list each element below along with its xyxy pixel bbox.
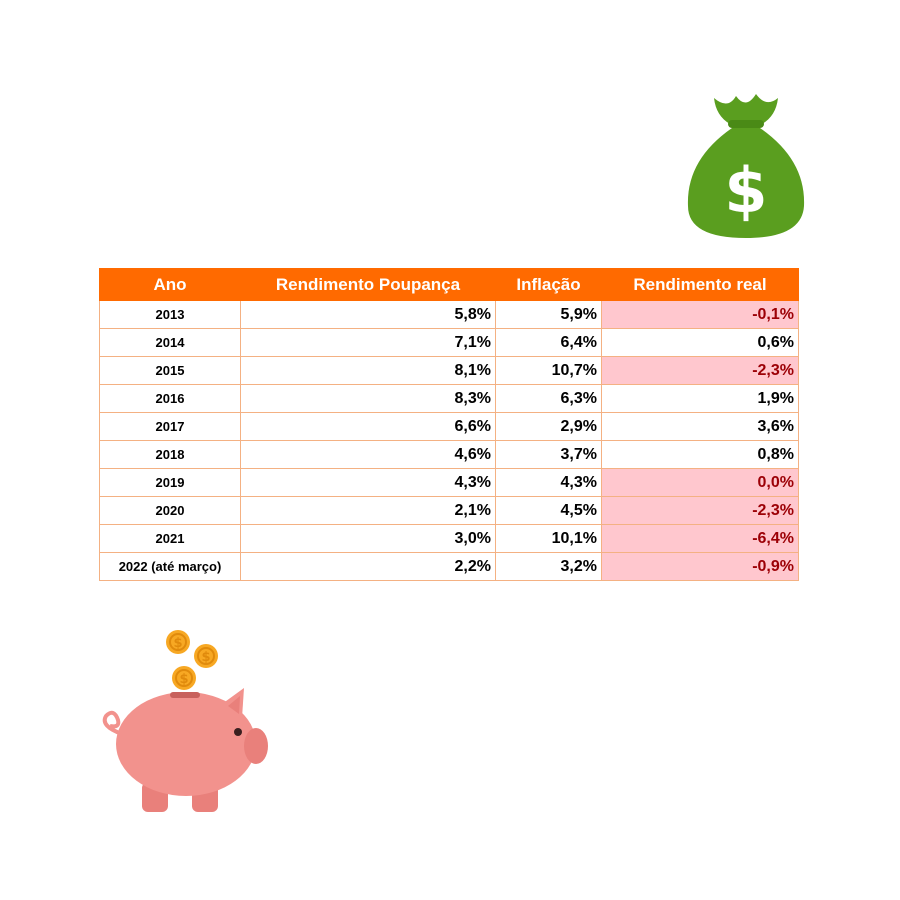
cell-inflacao: 6,4% [495, 328, 602, 357]
cell-inflacao: 6,3% [495, 384, 602, 413]
cell-inflacao: 10,7% [495, 356, 602, 385]
cell-rendimento-poupanca: 7,1% [240, 328, 496, 357]
cell-rendimento-poupanca: 4,3% [240, 468, 496, 497]
table-row: 2021 3,0% 10,1% -6,4% [99, 524, 799, 553]
table-row: 2016 8,3% 6,3% 1,9% [99, 384, 799, 413]
header-ano: Ano [99, 268, 241, 301]
table-row: 2022 (até março) 2,2% 3,2% -0,9% [99, 552, 799, 581]
cell-ano: 2015 [99, 356, 241, 385]
cell-rendimento-poupanca: 3,0% [240, 524, 496, 553]
money-bag-icon: $ [687, 94, 805, 238]
cell-rendimento-poupanca: 6,6% [240, 412, 496, 441]
cell-inflacao: 4,5% [495, 496, 602, 525]
header-inflacao: Inflação [495, 268, 602, 301]
table-row: 2017 6,6% 2,9% 3,6% [99, 412, 799, 441]
table-row: 2014 7,1% 6,4% 0,6% [99, 328, 799, 357]
cell-ano: 2019 [99, 468, 241, 497]
cell-ano: 2018 [99, 440, 241, 469]
cell-rendimento-real: 0,8% [601, 440, 799, 469]
cell-ano: 2022 (até março) [99, 552, 241, 581]
svg-text:$: $ [173, 636, 182, 651]
coin-icon: $ [194, 644, 218, 668]
cell-inflacao: 3,2% [495, 552, 602, 581]
cell-inflacao: 3,7% [495, 440, 602, 469]
cell-ano: 2013 [99, 300, 241, 329]
cell-ano: 2016 [99, 384, 241, 413]
cell-inflacao: 10,1% [495, 524, 602, 553]
cell-rendimento-real: 3,6% [601, 412, 799, 441]
cell-ano: 2017 [99, 412, 241, 441]
cell-rendimento-poupanca: 8,3% [240, 384, 496, 413]
cell-rendimento-poupanca: 5,8% [240, 300, 496, 329]
table-row: 2019 4,3% 4,3% 0,0% [99, 468, 799, 497]
cell-rendimento-real: -6,4% [601, 524, 799, 553]
table-body: 2013 5,8% 5,9% -0,1% 2014 7,1% 6,4% 0,6% 2015 8,1… [99, 300, 799, 581]
cell-rendimento-real: 1,9% [601, 384, 799, 413]
table-header-row: Ano Rendimento Poupança Inflação Rendime… [99, 268, 799, 301]
table-row: 2020 2,1% 4,5% -2,3% [99, 496, 799, 525]
cell-inflacao: 2,9% [495, 412, 602, 441]
cell-inflacao: 5,9% [495, 300, 602, 329]
coin-icon: $ [172, 666, 196, 690]
table-row: 2015 8,1% 10,7% -2,3% [99, 356, 799, 385]
yield-table: Ano Rendimento Poupança Inflação Rendime… [99, 268, 799, 581]
svg-text:$: $ [724, 154, 767, 227]
cell-rendimento-poupanca: 8,1% [240, 356, 496, 385]
cell-rendimento-real: -2,3% [601, 356, 799, 385]
cell-rendimento-poupanca: 2,2% [240, 552, 496, 581]
header-rendimento-poupanca: Rendimento Poupança [240, 268, 496, 301]
cell-rendimento-real: 0,6% [601, 328, 799, 357]
cell-rendimento-real: 0,0% [601, 468, 799, 497]
cell-rendimento-poupanca: 4,6% [240, 440, 496, 469]
cell-ano: 2020 [99, 496, 241, 525]
piggy-bank-icon: $ $ $ [102, 630, 268, 812]
cell-ano: 2021 [99, 524, 241, 553]
table-row: 2013 5,8% 5,9% -0,1% [99, 300, 799, 329]
coin-icon: $ [166, 630, 190, 654]
cell-rendimento-real: -0,1% [601, 300, 799, 329]
svg-text:$: $ [201, 650, 210, 665]
table-row: 2018 4,6% 3,7% 0,8% [99, 440, 799, 469]
cell-rendimento-real: -2,3% [601, 496, 799, 525]
cell-ano: 2014 [99, 328, 241, 357]
header-rendimento-real: Rendimento real [601, 268, 799, 301]
cell-rendimento-real: -0,9% [601, 552, 799, 581]
cell-inflacao: 4,3% [495, 468, 602, 497]
svg-text:$: $ [179, 672, 188, 687]
cell-rendimento-poupanca: 2,1% [240, 496, 496, 525]
